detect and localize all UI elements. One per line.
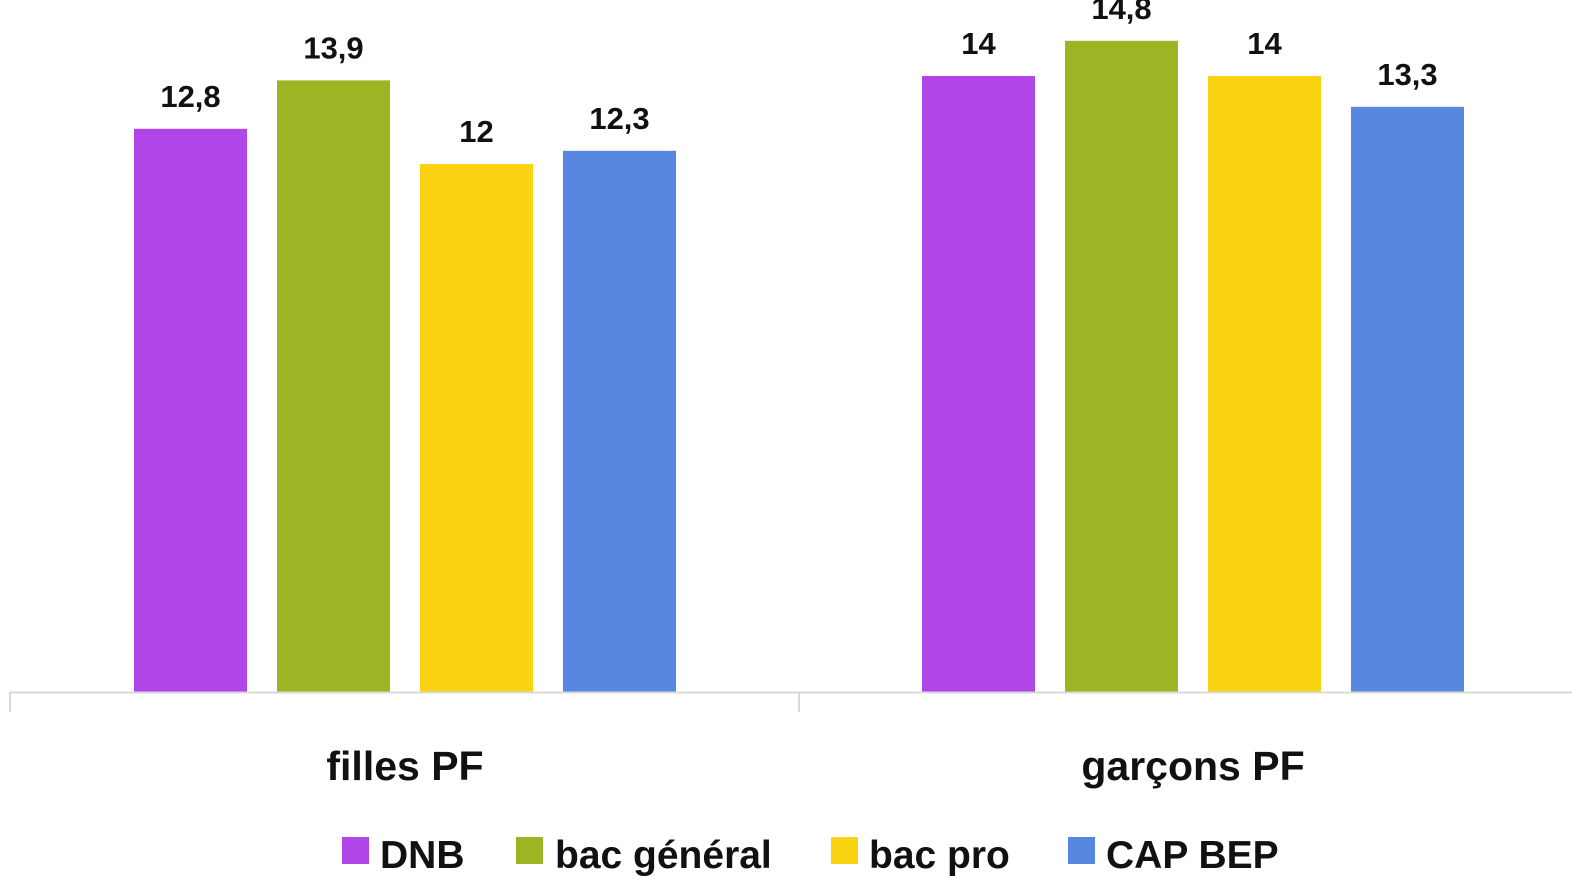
legend-swatch [831, 837, 858, 864]
category-label: garçons PF [1081, 743, 1304, 789]
data-label: 12,8 [160, 79, 220, 114]
bar-bac-pro-garcons [1208, 76, 1321, 692]
legend-label: bac pro [869, 834, 1010, 877]
legend-label: DNB [380, 834, 465, 877]
legend: DNB bac général bac pro CAP BEP [342, 834, 1279, 877]
bar-bac-pro-filles [420, 164, 533, 692]
data-label: 14,8 [1091, 0, 1151, 26]
data-label: 12 [459, 114, 493, 149]
bar-bac-général-garcons [1065, 40, 1178, 693]
bar-cap-bep-filles [563, 150, 676, 693]
category-labels: filles PF garçons PF [326, 743, 1304, 789]
data-label: 14 [961, 26, 996, 61]
bar-dnb-filles [134, 128, 247, 693]
x-axis [9, 691, 1572, 712]
data-label: 14 [1247, 26, 1282, 61]
data-label: 13,9 [303, 30, 363, 65]
bar-cap-bep-garcons [1351, 106, 1464, 693]
data-label: 12,3 [589, 101, 649, 136]
legend-label: CAP BEP [1106, 834, 1279, 877]
category-label: filles PF [326, 743, 483, 789]
data-labels-layer: 12,8 13,9 12 12,3 14 14,8 14 13,3 [160, 0, 1437, 149]
bar-dnb-garcons [922, 76, 1035, 692]
legend-swatch [1068, 837, 1095, 864]
legend-swatch [342, 837, 369, 864]
legend-label: bac général [555, 834, 772, 877]
data-label: 13,3 [1377, 57, 1437, 92]
bar-bac-général-filles [277, 80, 390, 692]
bars-layer [134, 40, 1464, 693]
legend-swatch [516, 837, 543, 864]
